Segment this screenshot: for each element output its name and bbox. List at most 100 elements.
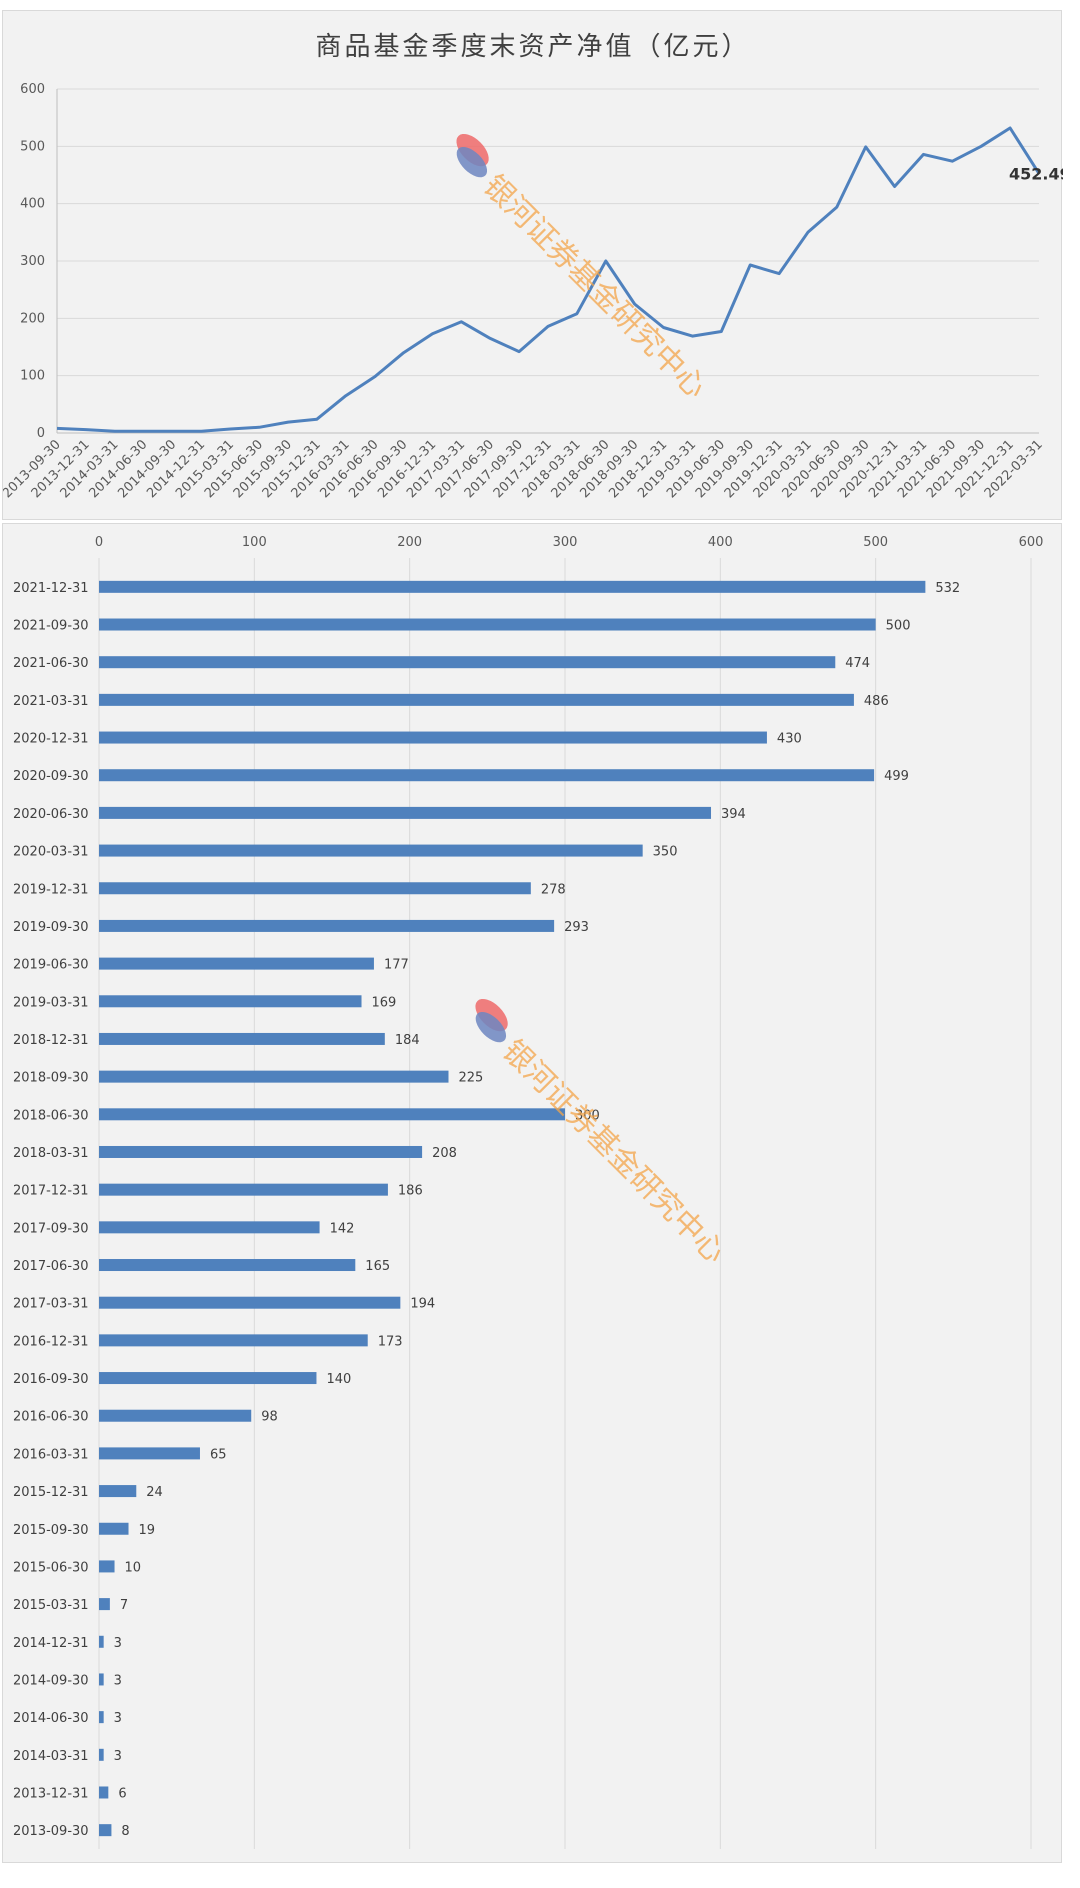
- category-label: 2013-12-31: [13, 1786, 89, 1801]
- category-label: 2020-09-30: [13, 769, 89, 784]
- value-label: 165: [365, 1259, 390, 1274]
- category-label: 2017-06-30: [13, 1259, 89, 1274]
- category-label: 2015-09-30: [13, 1523, 89, 1538]
- watermark-bottom: 银河证券基金研究中心: [475, 998, 732, 1270]
- category-label: 2021-03-31: [13, 694, 89, 709]
- category-label: 2019-06-30: [13, 958, 89, 973]
- end-value-label: 452.49: [1009, 165, 1063, 184]
- bar: [99, 919, 555, 932]
- value-label: 8: [121, 1824, 129, 1839]
- category-label: 2017-12-31: [13, 1184, 89, 1199]
- category-label: 2021-06-30: [13, 656, 89, 671]
- value-label: 500: [886, 619, 911, 634]
- value-label: 430: [777, 732, 802, 747]
- value-label: 6: [118, 1786, 126, 1801]
- category-label: 2014-03-31: [13, 1749, 89, 1764]
- bar: [99, 580, 926, 593]
- galaxy-logo-icon: [475, 998, 508, 1043]
- value-label: 499: [884, 769, 909, 784]
- bar: [99, 1522, 129, 1535]
- y-tick-label: 300: [20, 254, 45, 269]
- category-label: 2016-06-30: [13, 1410, 89, 1425]
- value-label: 3: [114, 1711, 122, 1726]
- value-label: 532: [935, 581, 960, 596]
- value-label: 10: [125, 1560, 142, 1575]
- category-label: 2015-06-30: [13, 1560, 89, 1575]
- category-label: 2014-12-31: [13, 1636, 89, 1651]
- bar: [99, 995, 362, 1008]
- category-label: 2013-09-30: [13, 1824, 89, 1839]
- bar: [99, 844, 643, 857]
- value-label: 194: [410, 1297, 435, 1312]
- x-tick-label: 300: [553, 535, 578, 550]
- chart-title: 商品基金季度末资产净值（亿元）: [315, 32, 750, 62]
- category-label: 2018-09-30: [13, 1071, 89, 1086]
- x-tick-label: 400: [708, 535, 733, 550]
- value-label: 7: [120, 1598, 128, 1613]
- bar: [99, 1748, 104, 1761]
- value-label: 3: [114, 1749, 122, 1764]
- value-label: 293: [564, 920, 589, 935]
- category-label: 2018-12-31: [13, 1033, 89, 1048]
- bar: [99, 769, 875, 782]
- y-tick-label: 100: [20, 369, 45, 384]
- category-label: 2019-03-31: [13, 995, 89, 1010]
- category-label: 2015-12-31: [13, 1485, 89, 1500]
- category-label: 2018-06-30: [13, 1108, 89, 1123]
- bar: [99, 1108, 565, 1121]
- bar: [99, 1221, 320, 1234]
- bar-chart: 0 100 200 300 400 500 600 2021-12-31 532 2021-09…: [13, 535, 1043, 1849]
- bar: [99, 618, 876, 631]
- bar: [99, 1635, 104, 1648]
- bar: [99, 1183, 388, 1196]
- value-label: 300: [575, 1108, 600, 1123]
- category-label: 2021-12-31: [13, 581, 89, 596]
- line-chart-panel: 商品基金季度末资产净值（亿元） 0 100 200 300 400 500 600 2013…: [2, 10, 1063, 520]
- value-label: 140: [326, 1372, 351, 1387]
- bar: [99, 1711, 104, 1724]
- value-label: 474: [845, 656, 870, 671]
- bar: [99, 957, 374, 970]
- category-label: 2016-03-31: [13, 1447, 89, 1462]
- value-label: 186: [398, 1184, 423, 1199]
- watermark-top: 银河证券基金研究中心: [456, 133, 713, 405]
- bar: [99, 693, 854, 706]
- category-label: 2019-09-30: [13, 920, 89, 935]
- value-label: 142: [330, 1221, 355, 1236]
- series-line: [56, 126, 1041, 433]
- bar: [99, 1786, 109, 1799]
- x-tick-label: 0: [95, 535, 103, 550]
- category-label: 2017-03-31: [13, 1297, 89, 1312]
- category-label: 2014-06-30: [13, 1711, 89, 1726]
- y-tick-label: 400: [20, 197, 45, 212]
- bar: [99, 1032, 385, 1045]
- value-label: 225: [459, 1071, 484, 1086]
- value-label: 169: [372, 995, 397, 1010]
- value-label: 208: [432, 1146, 457, 1161]
- category-label: 2021-09-30: [13, 619, 89, 634]
- y-tick-label: 0: [37, 426, 45, 441]
- category-label: 2016-12-31: [13, 1334, 89, 1349]
- value-label: 19: [139, 1523, 156, 1538]
- bar: [99, 731, 767, 744]
- bar: [99, 1447, 200, 1460]
- x-tick-label: 500: [863, 535, 888, 550]
- value-label: 3: [114, 1673, 122, 1688]
- category-label: 2019-12-31: [13, 882, 89, 897]
- value-label: 98: [261, 1410, 278, 1425]
- bar: [99, 1334, 368, 1347]
- value-label: 184: [395, 1033, 420, 1048]
- bar: [99, 1145, 423, 1158]
- bar-chart-panel: 0 100 200 300 400 500 600 2021-12-31 532 2021-09…: [2, 523, 1062, 1863]
- bar: [99, 656, 836, 669]
- y-tick-label: 600: [20, 82, 45, 97]
- value-label: 278: [541, 882, 566, 897]
- value-label: 394: [721, 807, 746, 822]
- bar: [99, 1824, 112, 1837]
- category-label: 2015-03-31: [13, 1598, 89, 1613]
- bar: [99, 1598, 110, 1611]
- category-label: 2020-12-31: [13, 732, 89, 747]
- value-label: 3: [114, 1636, 122, 1651]
- bar: [99, 1485, 137, 1498]
- value-label: 486: [864, 694, 889, 709]
